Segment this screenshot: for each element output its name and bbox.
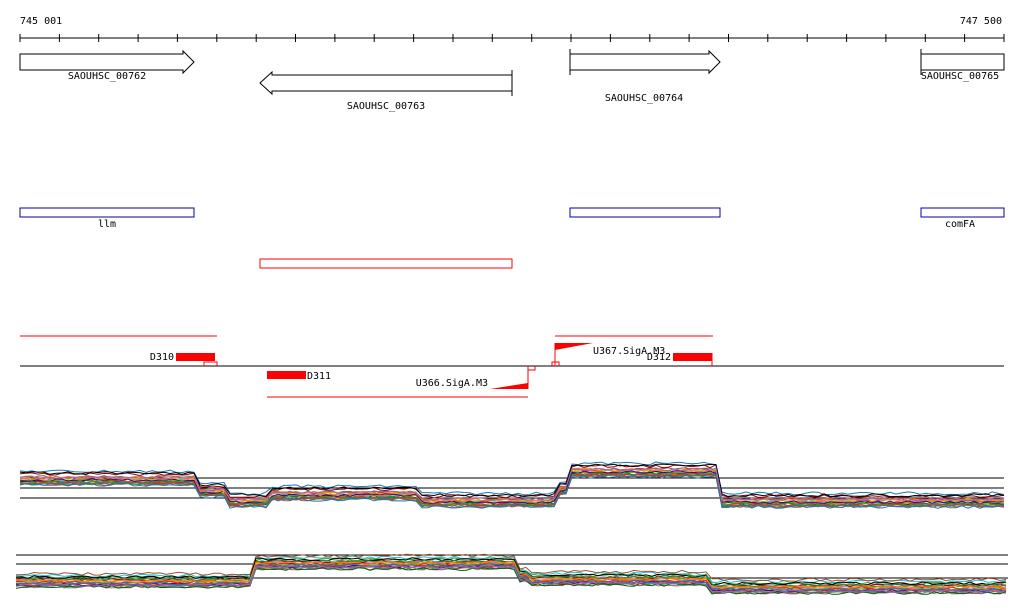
gene-label: SAOUHSC_00762 xyxy=(68,71,146,82)
transcript-label: D312 xyxy=(647,352,671,363)
gene-track: SAOUHSC_00762 SAOUHSC_00763 SAOUHSC_0076… xyxy=(19,49,1005,112)
gene-name-label: comFA xyxy=(945,219,975,230)
expression-profile-line xyxy=(15,566,1007,595)
ruler-end-label: 747 500 xyxy=(960,16,1002,27)
gene-SAOUHSC_00765[interactable]: SAOUHSC_00765 xyxy=(920,49,1005,82)
transcript-track: D310 D311 U366.SigA.M3 U367.SigA.M3 D312 xyxy=(20,335,1004,398)
expression-profiles xyxy=(19,461,1005,509)
gene-name-box-llm[interactable] xyxy=(19,207,195,218)
expression-profile-line xyxy=(15,557,1007,586)
promoter-ramp xyxy=(490,383,528,389)
transcript-label: D311 xyxy=(307,371,331,382)
transcript-U367-SigA-M3[interactable]: U367.SigA.M3 xyxy=(551,343,665,366)
red-feature-box[interactable] xyxy=(259,258,513,269)
expression-panel-1 xyxy=(19,461,1005,509)
transcript-D311[interactable]: D311 xyxy=(267,371,331,382)
expression-profile-line xyxy=(15,553,1007,582)
gene-SAOUHSC_00762[interactable]: SAOUHSC_00762 xyxy=(19,49,195,82)
ruler-start-label: 745 001 xyxy=(20,16,62,27)
ruler-ticks xyxy=(19,34,1005,42)
gene-SAOUHSC_00764[interactable]: SAOUHSC_00764 xyxy=(569,49,721,104)
gene-name-label: llm xyxy=(98,219,116,230)
transcript-label: U367.SigA.M3 xyxy=(593,346,665,357)
transcript-block xyxy=(673,353,712,361)
gene-label: SAOUHSC_00763 xyxy=(347,101,425,112)
transcript-end-bracket xyxy=(551,361,560,366)
transcript-U366-SigA-M3[interactable]: U366.SigA.M3 xyxy=(416,366,536,389)
expression-profiles xyxy=(15,553,1007,595)
transcript-block xyxy=(267,371,306,379)
expression-profile-line xyxy=(15,565,1007,594)
transcript-label: D310 xyxy=(150,352,174,363)
gene-name-box[interactable] xyxy=(569,207,721,218)
gene-box xyxy=(920,53,1005,71)
expression-profile-line xyxy=(19,470,1005,505)
gene-SAOUHSC_00763[interactable]: SAOUHSC_00763 xyxy=(259,70,513,112)
transcript-end-bracket xyxy=(527,366,536,371)
expression-profile-line xyxy=(19,474,1005,509)
transcript-end-bracket xyxy=(203,361,218,366)
coordinate-ruler: 745 001 747 500 xyxy=(19,16,1005,42)
gene-arrow xyxy=(259,70,513,96)
gene-arrow xyxy=(569,49,721,75)
red-feature-track xyxy=(259,258,513,269)
expression-profile-line xyxy=(15,563,1006,592)
transcript-D312[interactable]: D312 xyxy=(647,352,713,366)
gene-label: SAOUHSC_00765 xyxy=(921,71,999,82)
gene-label: SAOUHSC_00764 xyxy=(605,93,683,104)
expression-profile-line xyxy=(19,470,1005,505)
transcript-label: U366.SigA.M3 xyxy=(416,378,488,389)
gene-name-track: llm comFA xyxy=(19,207,1005,230)
expression-profile-line xyxy=(15,555,1007,584)
expression-profile-line xyxy=(15,562,1007,591)
expression-profile-line xyxy=(19,463,1005,498)
transcript-D310[interactable]: D310 xyxy=(150,352,218,366)
expression-profile-line xyxy=(19,467,1005,502)
expression-profile-line xyxy=(19,473,1005,508)
expression-profile-line xyxy=(15,560,1007,590)
gene-name-box-comFA[interactable] xyxy=(920,207,1005,218)
promoter-ramp xyxy=(555,343,593,350)
expression-panel-2 xyxy=(15,553,1008,595)
transcript-block xyxy=(176,353,215,361)
gene-arrow xyxy=(19,49,195,75)
